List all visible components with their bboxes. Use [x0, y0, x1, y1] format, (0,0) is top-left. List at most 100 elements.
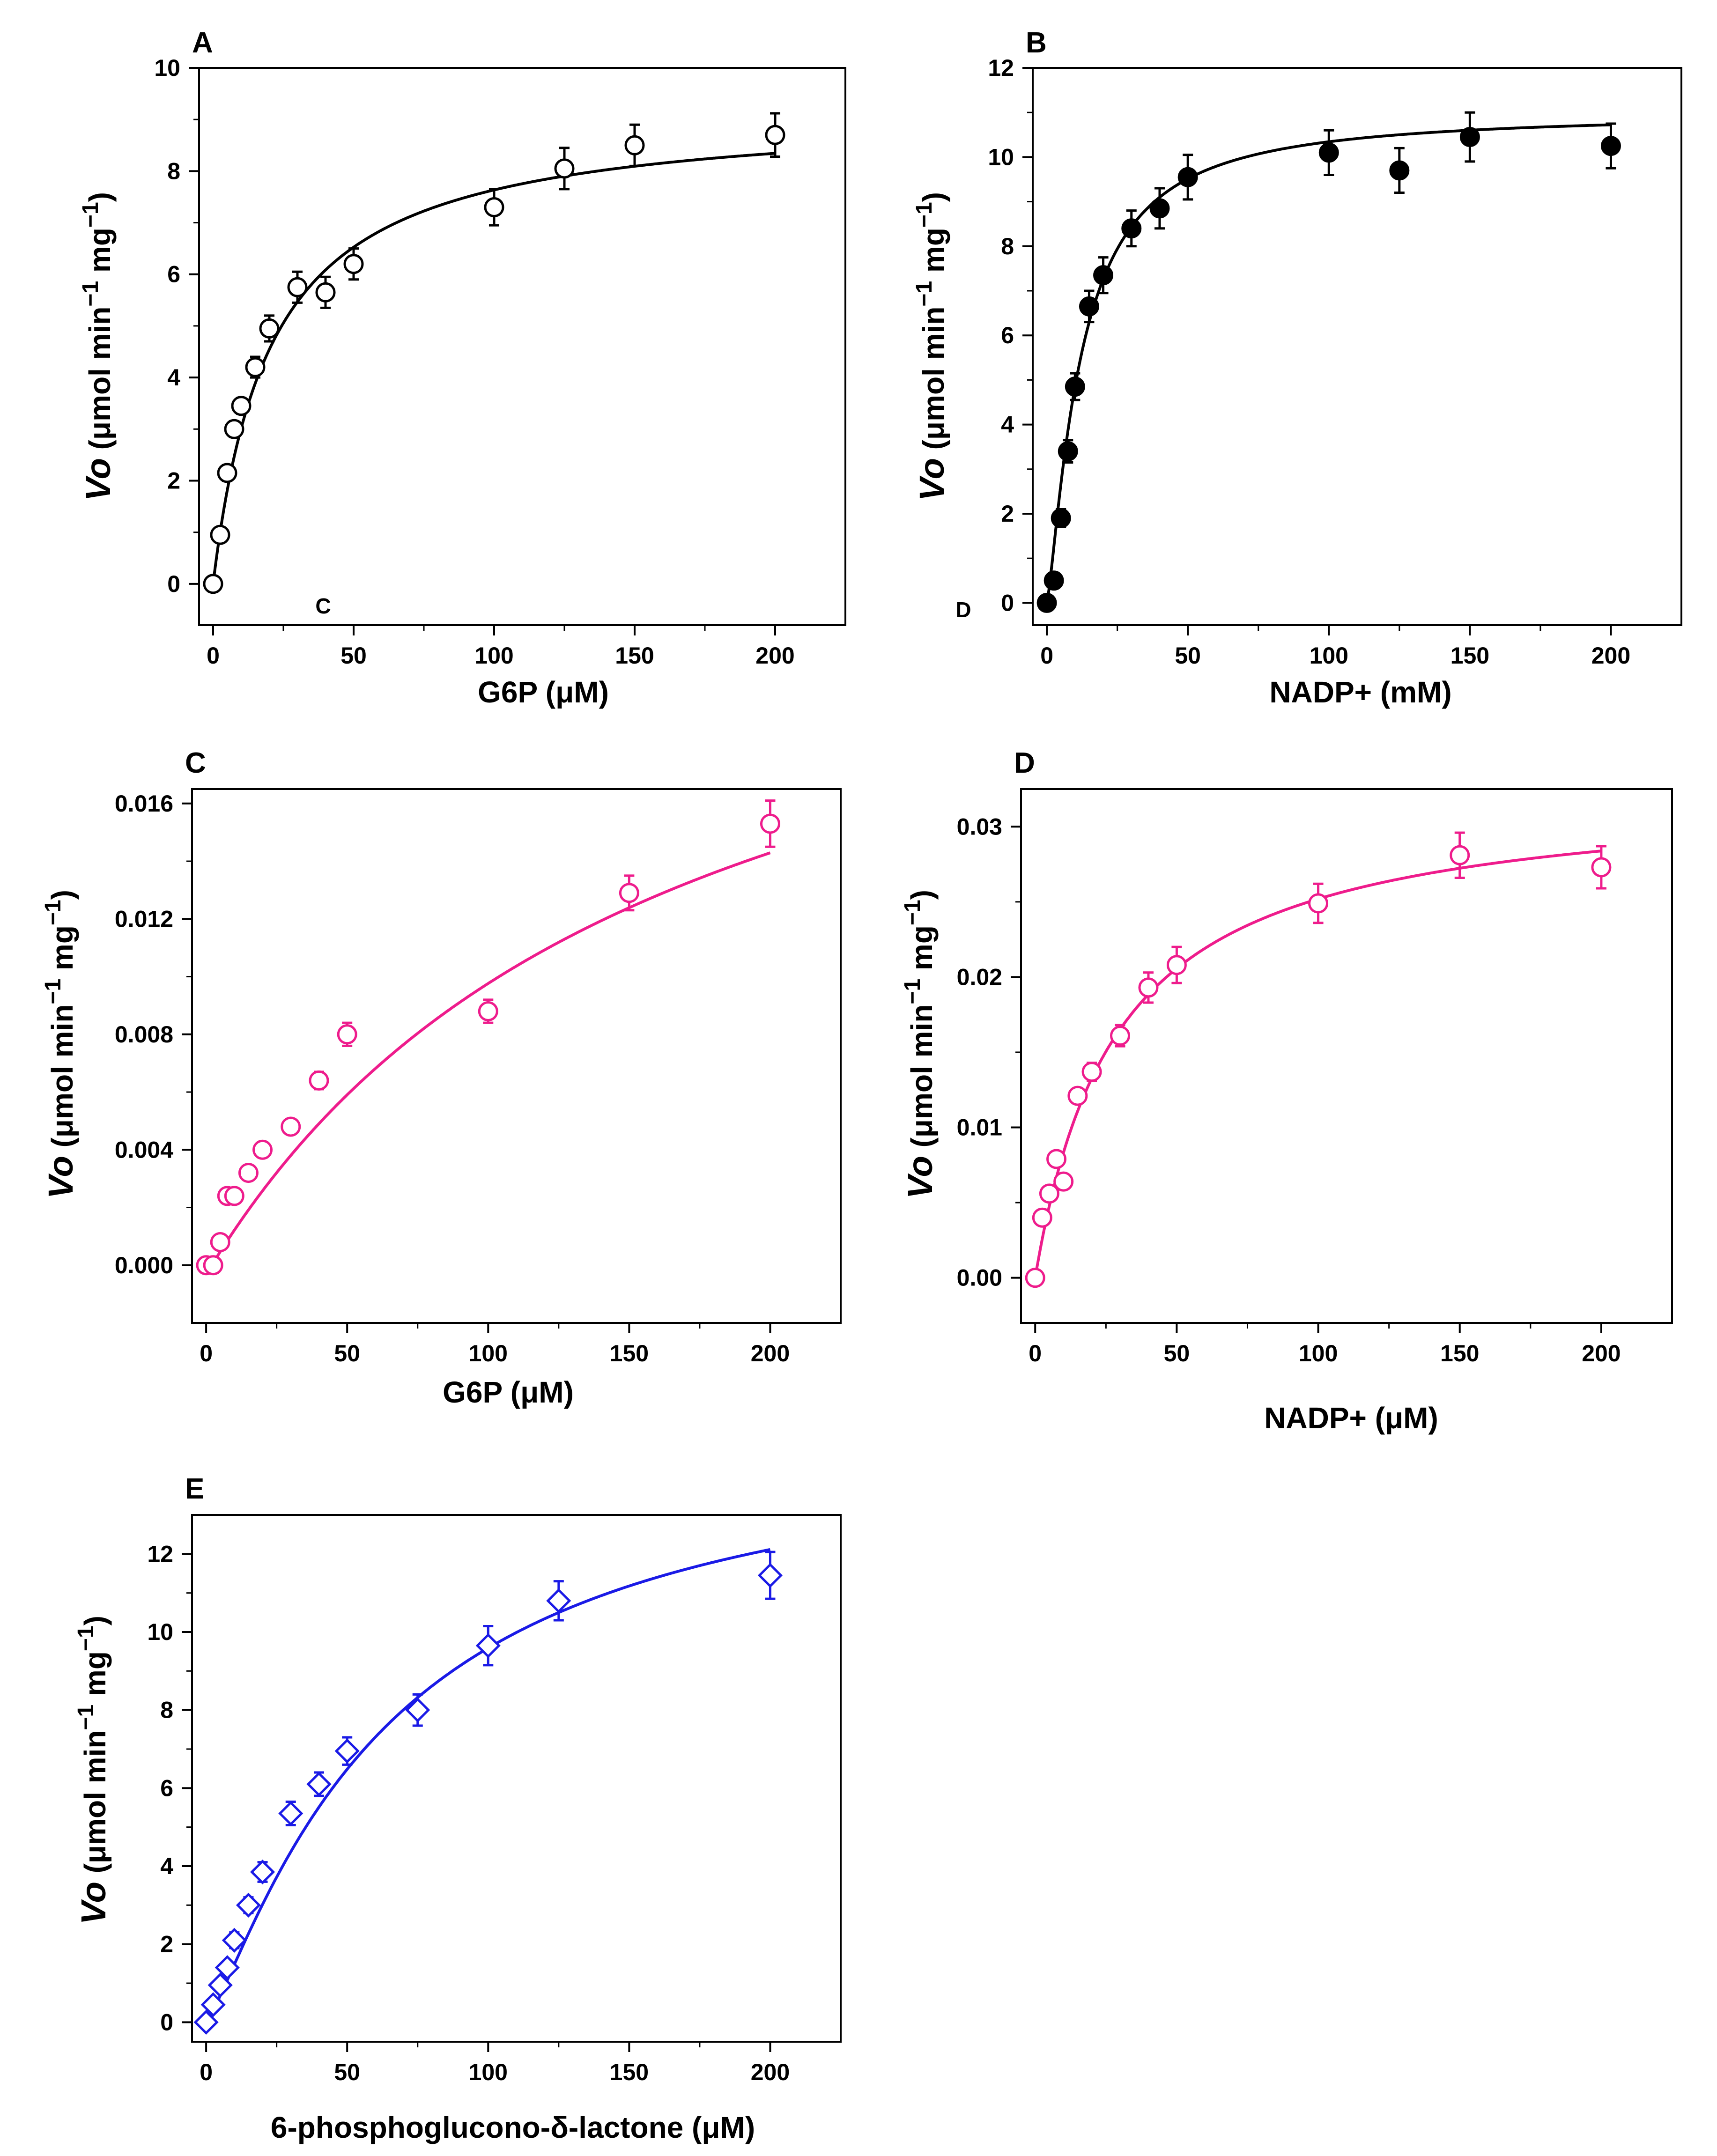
- data-point: [215, 1955, 240, 1980]
- y-title-exp: −1: [900, 979, 925, 1004]
- data-marker: [1459, 127, 1480, 148]
- data-point: [259, 314, 280, 343]
- y-tick-label: 10: [988, 144, 1014, 170]
- x-tick-label: 50: [1164, 1340, 1190, 1366]
- y-tick-label: 0: [167, 571, 180, 597]
- data-point: [1149, 187, 1170, 230]
- y-tick-label: 4: [167, 364, 180, 391]
- y-title-unit: mg: [917, 228, 950, 281]
- data-marker: [757, 1563, 783, 1588]
- data-point: [760, 799, 780, 848]
- data-point: [224, 419, 244, 439]
- x-tick-label: 100: [1310, 642, 1348, 669]
- data-point: [1067, 1085, 1088, 1106]
- data-point: [207, 1972, 233, 1998]
- data-marker: [343, 254, 364, 274]
- x-tick-label: 100: [469, 1340, 508, 1366]
- data-marker: [1058, 441, 1078, 462]
- x-tick-label: 200: [755, 642, 794, 669]
- data-marker: [1079, 296, 1099, 317]
- data-marker: [200, 1992, 226, 2017]
- data-marker: [250, 1859, 275, 1885]
- data-point: [757, 1551, 783, 1600]
- x-tick-label: 50: [340, 642, 367, 669]
- data-marker: [217, 463, 237, 483]
- data-point: [224, 1186, 244, 1206]
- data-point: [624, 123, 645, 167]
- y-title-unit: (μmol min: [83, 307, 117, 458]
- data-point: [193, 2009, 219, 2035]
- x-axis-title: G6P (μM): [478, 675, 609, 709]
- x-axis-title: G6P (μM): [443, 1375, 574, 1409]
- y-tick-label: 0.008: [115, 1021, 173, 1048]
- plot-frame: [191, 1514, 842, 2043]
- y-title-main: Vo: [901, 1156, 940, 1199]
- x-tick-label: 50: [1175, 642, 1201, 669]
- y-tick-label: 10: [147, 1619, 173, 1645]
- y-axis-title: Vo (μmol min−1 mg−1): [74, 1616, 113, 1925]
- y-title-unit: mg: [83, 228, 117, 281]
- data-point: [337, 1021, 357, 1047]
- panel-letter: D: [1014, 747, 1035, 779]
- data-point: [619, 874, 639, 912]
- data-marker: [245, 357, 266, 377]
- stray-label: D: [955, 598, 971, 622]
- plot-frame: [1032, 67, 1682, 626]
- x-tick-label: 0: [1040, 642, 1053, 669]
- y-tick-label: 10: [154, 55, 180, 81]
- data-point: [231, 396, 252, 416]
- x-axis-title: NADP+ (μM): [1264, 1401, 1438, 1435]
- data-marker: [405, 1698, 430, 1723]
- data-marker: [1591, 857, 1612, 878]
- data-marker: [1039, 1183, 1059, 1204]
- chart-panel-b: B 0 50 100 150 200 0 2 4 6 8 10 12 NADP+ (mM) Vo (μmol…: [912, 27, 1682, 709]
- y-title-main: Vo: [79, 458, 118, 501]
- data-marker: [1051, 508, 1071, 529]
- data-point: [343, 247, 364, 281]
- y-title-exp: −1: [41, 979, 66, 1004]
- data-point: [222, 1927, 247, 1953]
- data-point: [1079, 289, 1099, 324]
- data-point: [203, 1255, 223, 1276]
- plot-frame: [198, 67, 846, 626]
- data-marker: [1067, 1085, 1088, 1106]
- data-marker: [765, 125, 785, 145]
- data-point: [1032, 1207, 1052, 1228]
- data-point: [1389, 147, 1410, 194]
- x-tick-label: 100: [1299, 1340, 1338, 1366]
- data-point: [765, 112, 785, 158]
- data-marker: [1600, 136, 1621, 156]
- y-title-unit: ): [83, 192, 117, 202]
- data-marker: [238, 1163, 259, 1183]
- x-tick-label: 50: [334, 1340, 360, 1366]
- y-tick-label: 12: [147, 1541, 173, 1567]
- data-point: [1093, 256, 1114, 295]
- y-tick-label: 4: [160, 1853, 173, 1879]
- y-tick-label: 8: [1001, 233, 1014, 259]
- data-point: [1459, 111, 1480, 163]
- x-axis-title: 6-phosphoglucono-δ-lactone (μM): [271, 2111, 755, 2144]
- y-tick-label: 0.016: [115, 790, 173, 817]
- y-tick-label: 6: [1001, 322, 1014, 348]
- y-tick-label: 0.01: [957, 1115, 1002, 1141]
- y-tick-label: 4: [1001, 412, 1014, 438]
- data-point: [1318, 129, 1339, 176]
- data-marker: [1032, 1207, 1052, 1228]
- data-point: [203, 574, 223, 594]
- data-point: [546, 1580, 571, 1622]
- chart-panel-d: D 0 50 100 150 200 0.00 0.01 0.02 0.03 NADP+ (μM) V…: [900, 747, 1673, 1435]
- data-point: [1450, 831, 1470, 879]
- data-point: [1081, 1061, 1102, 1082]
- x-tick-label: 200: [1582, 1340, 1621, 1366]
- x-tick-label: 150: [610, 2059, 649, 2085]
- data-point: [238, 1163, 259, 1183]
- y-tick-label: 8: [167, 158, 180, 184]
- y-title-exp: −1: [78, 281, 103, 307]
- data-marker: [222, 1927, 247, 1953]
- y-title-unit: (μmol min: [905, 1004, 939, 1156]
- data-marker: [215, 1955, 240, 1980]
- y-tick-label: 0.00: [957, 1265, 1002, 1291]
- data-marker: [1046, 1149, 1067, 1169]
- y-tick-label: 0.02: [957, 964, 1002, 990]
- x-tick-label: 0: [200, 1340, 213, 1366]
